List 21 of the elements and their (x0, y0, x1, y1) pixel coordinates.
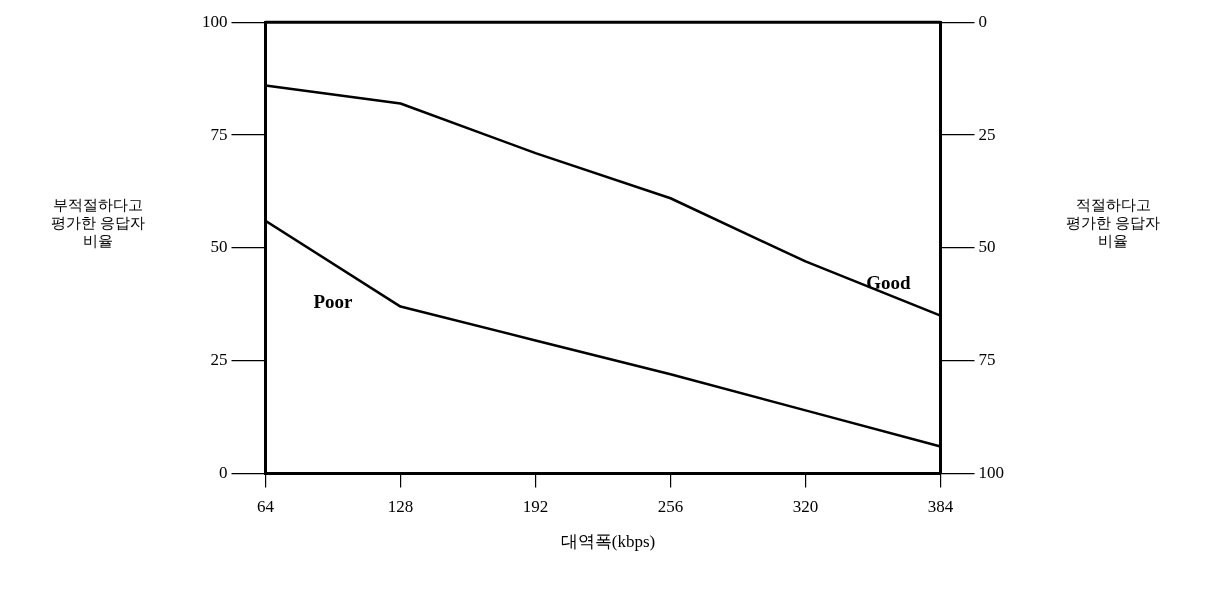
x-tick-label: 192 (522, 497, 549, 517)
y2-axis-title: 적절하다고 평가한 응답자 비율 (1066, 196, 1160, 250)
y-axis-title: 부적절하다고 평가한 응답자 비율 (51, 196, 145, 250)
y2-tick-label: 0 (978, 11, 987, 31)
x-tick-label: 256 (657, 497, 684, 517)
x-tick-label: 320 (792, 497, 819, 517)
y2-tick-label: 25 (978, 124, 996, 144)
y2-tick-label: 50 (978, 237, 996, 257)
y2-tick-label: 75 (978, 350, 996, 370)
y-tick-label: 75 (210, 124, 228, 144)
x-tick-label: 384 (927, 497, 954, 517)
y-tick-label: 25 (210, 350, 228, 370)
y-tick-label: 100 (202, 11, 228, 31)
series-label: Poor (313, 291, 354, 313)
series-label: Good (866, 272, 911, 294)
y-tick-label: 50 (210, 237, 228, 257)
x-axis-title: 대역폭(kbps) (559, 531, 657, 553)
x-tick-label: 64 (257, 497, 275, 517)
y-tick-label: 0 (219, 463, 228, 483)
x-tick-label: 128 (387, 497, 414, 517)
y2-tick-label: 100 (978, 463, 1004, 483)
